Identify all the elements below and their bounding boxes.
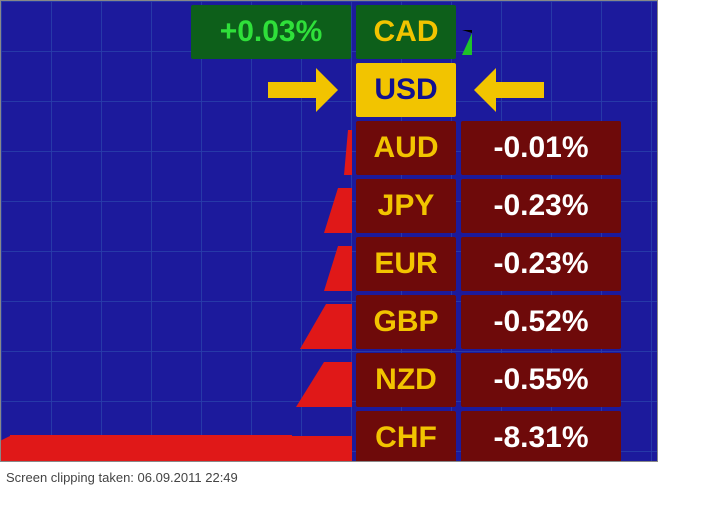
code: USD bbox=[356, 63, 456, 117]
value: -0.52% bbox=[461, 295, 621, 349]
arrow-left-icon bbox=[474, 82, 544, 98]
row-nzd: NZD-0.55% bbox=[1, 353, 657, 407]
code: CAD bbox=[356, 5, 456, 59]
code: JPY bbox=[356, 179, 456, 233]
value: -0.23% bbox=[461, 179, 621, 233]
value: -0.23% bbox=[461, 237, 621, 291]
row-aud: AUD-0.01% bbox=[1, 121, 657, 175]
code: EUR bbox=[356, 237, 456, 291]
value: +0.03% bbox=[191, 5, 351, 59]
bar-neg bbox=[324, 246, 352, 291]
bar-neg bbox=[324, 188, 352, 233]
value: -0.01% bbox=[461, 121, 621, 175]
row-gbp: GBP-0.52% bbox=[1, 295, 657, 349]
value: -8.31% bbox=[461, 411, 621, 462]
bar-neg bbox=[296, 362, 352, 407]
indicator-up-icon bbox=[462, 30, 472, 55]
code: GBP bbox=[356, 295, 456, 349]
code: NZD bbox=[356, 353, 456, 407]
arrow-right-icon bbox=[268, 82, 338, 98]
bar-neg bbox=[344, 130, 352, 175]
bar-neg bbox=[0, 436, 352, 462]
clip-caption: Screen clipping taken: 06.09.2011 22:49 bbox=[6, 470, 723, 485]
code: AUD bbox=[356, 121, 456, 175]
row-jpy: JPY-0.23% bbox=[1, 179, 657, 233]
bar-neg bbox=[300, 304, 352, 349]
row-chf: CHF-8.31% bbox=[1, 411, 657, 462]
code: CHF bbox=[356, 411, 456, 462]
currency-chart: +0.03%CADUSDAUD-0.01%JPY-0.23%EUR-0.23%G… bbox=[0, 0, 658, 462]
row-cad: +0.03%CAD bbox=[1, 5, 657, 59]
row-eur: EUR-0.23% bbox=[1, 237, 657, 291]
value: -0.55% bbox=[461, 353, 621, 407]
row-usd: USD bbox=[1, 63, 657, 117]
